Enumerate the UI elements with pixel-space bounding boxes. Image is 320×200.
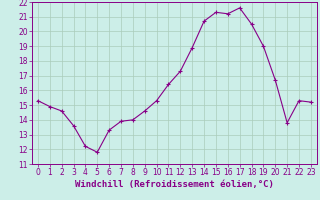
X-axis label: Windchill (Refroidissement éolien,°C): Windchill (Refroidissement éolien,°C) [75,180,274,189]
